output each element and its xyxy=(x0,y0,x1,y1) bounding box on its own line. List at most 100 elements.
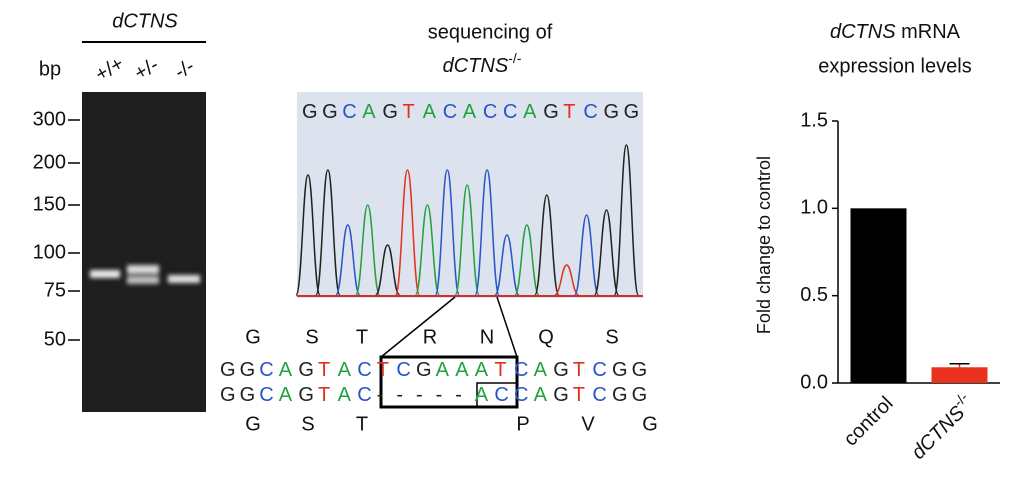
bar xyxy=(850,208,907,383)
base: A xyxy=(279,384,293,406)
base: C xyxy=(592,359,606,381)
seq-title: sequencing of xyxy=(428,21,553,43)
base: G xyxy=(382,101,398,123)
y-tick-label: 1.5 xyxy=(800,109,828,131)
base: G xyxy=(240,359,256,381)
base: C xyxy=(514,359,528,381)
base: G xyxy=(543,101,559,123)
base: - xyxy=(436,384,443,406)
base: T xyxy=(318,384,330,406)
base: A xyxy=(475,384,489,406)
gel-unit: bp xyxy=(39,58,61,80)
ladder-label: 75 xyxy=(44,279,66,301)
base: C xyxy=(357,384,371,406)
base: G xyxy=(612,384,628,406)
y-tick-label: 1.0 xyxy=(800,197,828,219)
wt-amino-acid: S xyxy=(305,326,318,348)
wt-amino-acid: G xyxy=(245,326,261,348)
peak xyxy=(315,169,341,296)
base: G xyxy=(632,359,648,381)
peak xyxy=(514,224,540,296)
base: A xyxy=(463,101,477,123)
ladder-label: 100 xyxy=(33,241,66,263)
mut-amino-acid: S xyxy=(301,413,314,435)
title-gene: dCTNS xyxy=(830,21,896,43)
peak xyxy=(394,169,421,296)
bar-chart: 0.0 0.5 1.0 1.5 control dCTNS-/- xyxy=(800,109,1000,464)
base: T xyxy=(573,384,585,406)
genotype-sup: -/- xyxy=(508,50,522,66)
base: A xyxy=(423,101,437,123)
peak xyxy=(335,224,361,296)
lane-label: +/- xyxy=(131,54,163,85)
peak xyxy=(454,184,480,296)
wt-amino-acid: R xyxy=(423,326,437,348)
category-text: dCTNS xyxy=(907,402,969,464)
peak xyxy=(474,169,500,296)
base: C xyxy=(342,101,356,123)
ladder-label: 300 xyxy=(33,108,66,130)
category-text: control xyxy=(840,393,898,451)
base: A xyxy=(338,359,352,381)
base: A xyxy=(455,359,469,381)
base: G xyxy=(632,384,648,406)
base: G xyxy=(298,359,314,381)
x-tick-label: control xyxy=(840,393,898,451)
chromatogram xyxy=(295,144,640,296)
base: G xyxy=(612,359,628,381)
base: C xyxy=(494,384,508,406)
base: G xyxy=(416,359,432,381)
base: C xyxy=(483,101,497,123)
base: C xyxy=(503,101,517,123)
base: A xyxy=(523,101,537,123)
genotype: dCTNS xyxy=(443,55,509,77)
base: G xyxy=(604,101,620,123)
base: T xyxy=(563,101,575,123)
base: A xyxy=(534,384,548,406)
deletion-box xyxy=(379,355,519,409)
base: G xyxy=(624,101,640,123)
gel-bands xyxy=(90,265,200,284)
base: T xyxy=(318,359,330,381)
base: C xyxy=(259,359,273,381)
peak xyxy=(374,244,401,296)
base: A xyxy=(436,359,450,381)
insertion-box xyxy=(476,382,518,408)
base: G xyxy=(553,384,569,406)
lane-label: +/+ xyxy=(92,53,128,87)
base: A xyxy=(534,359,548,381)
base: A xyxy=(279,359,293,381)
base: G xyxy=(220,384,236,406)
x-tick-label: dCTNS-/- xyxy=(904,389,979,464)
base: G xyxy=(302,101,318,123)
peak xyxy=(354,204,381,296)
peak xyxy=(593,209,620,296)
wt-amino-acid: N xyxy=(480,326,494,348)
gel-title: dCTNS xyxy=(112,10,178,32)
base: - xyxy=(396,384,403,406)
title-rest: mRNA xyxy=(901,21,961,43)
ladder-label: 200 xyxy=(33,151,66,173)
peak xyxy=(554,264,580,296)
peak xyxy=(494,234,520,296)
chart-title: dCTNS mRNA xyxy=(830,21,961,43)
lane-label: -/- xyxy=(171,55,198,83)
base: G xyxy=(553,359,569,381)
base: C xyxy=(357,359,371,381)
y-axis-label: Fold change to control xyxy=(754,156,774,334)
peak xyxy=(295,174,321,296)
sequence-panel: G G C A G T A C A C C A G T C G GG G C A G T A C T C G A A A T C A G T C G GG… xyxy=(220,101,658,435)
mut-amino-acid: G xyxy=(642,413,658,435)
base: - xyxy=(416,384,423,406)
wt-amino-acid: T xyxy=(356,326,368,348)
seq-genotype: dCTNS-/- xyxy=(443,50,522,78)
peak xyxy=(434,169,461,296)
base: C xyxy=(592,384,606,406)
base: C xyxy=(583,101,597,123)
peak xyxy=(414,204,441,296)
base: C xyxy=(443,101,457,123)
